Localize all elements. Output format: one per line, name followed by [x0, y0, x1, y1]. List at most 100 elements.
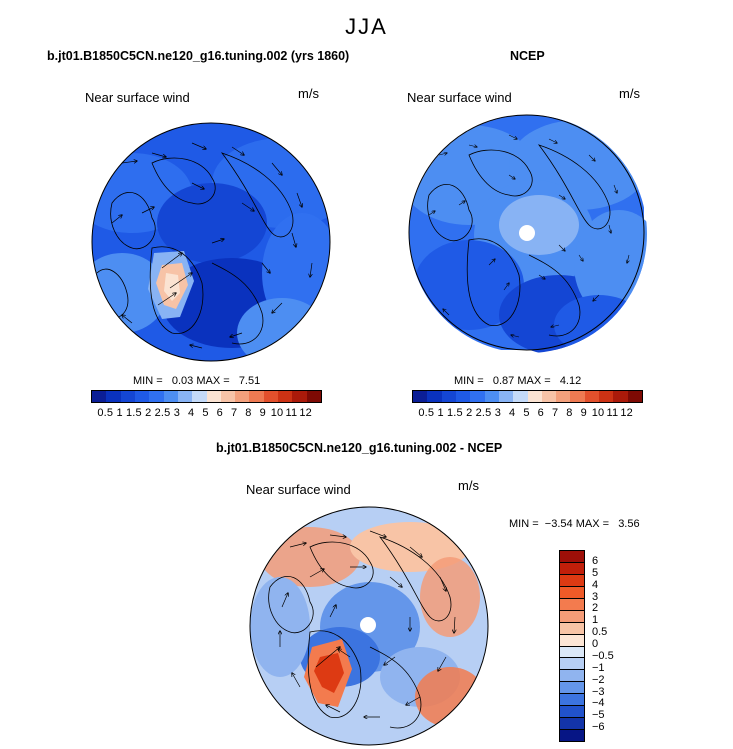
panel2-coastline: [427, 184, 473, 242]
panel1-colorbar-tick-label: 0.5: [97, 407, 114, 419]
panel1-colorbar-tick-label: 4: [188, 407, 195, 419]
panel3-colorbar-swatch: [560, 706, 584, 719]
panel1-colorbar-swatch: [134, 391, 150, 402]
panel3-wind-vectors: [280, 530, 455, 717]
panel1-colorbar-tick-label: 10: [270, 407, 284, 419]
panel3-colorbar-tick-label: 3: [592, 590, 599, 603]
panel2-colorbar-tick-label: 6: [537, 407, 544, 419]
panel2-colorbar-tick-label: 2.5: [475, 407, 492, 419]
panel1-colorbar-swatch: [278, 391, 293, 402]
panel1-colorbar-tick-label: 11: [285, 407, 298, 419]
panel2-colorbar-swatch: [498, 391, 514, 402]
panel3-colorbar-tick-label: −3: [592, 685, 605, 698]
panel2-units: m/s: [619, 86, 640, 101]
panel2-colorbar-swatch: [470, 391, 485, 402]
panel1-colorbar-tick-label: 2.5: [154, 407, 171, 419]
panel2-colorbar-tick-label: 5: [523, 407, 530, 419]
panel1-polar-map: [91, 122, 331, 362]
panel1-colorbar-swatch: [292, 391, 307, 402]
panel1-colorbar-tick-label: 5: [202, 407, 209, 419]
panel1-colorbar-swatch: [220, 391, 236, 402]
panel2-colorbar-tick-label: 8: [566, 407, 573, 419]
panel2-colorbar-labels: 0.5 1 1.5 2 2.5 3 4 5 6 7 8 9 10 11 12: [412, 407, 641, 420]
panel2-colorbar-tick-label: 1: [437, 407, 444, 419]
panel3-colorbar-swatch: [560, 551, 584, 563]
panel2-wind-vectors: [428, 134, 629, 337]
panel2-colorbar: [412, 390, 643, 403]
panel3-colorbar-tick-label: −4: [592, 697, 605, 710]
panel3-colorbar-swatch: [560, 610, 584, 623]
panel3-colorbar-tick-label: 0.5: [592, 626, 608, 639]
panel1-colorbar-swatch: [163, 391, 178, 402]
panel1-colorbar-tick-label: 8: [245, 407, 252, 419]
panel2-colorbar-tick-label: 2: [466, 407, 473, 419]
panel1-colorbar-swatch: [306, 391, 321, 402]
panel3-colorbar-swatch: [560, 586, 584, 599]
panel2-colorbar-tick-label: 10: [591, 407, 605, 419]
panel1-subtitle: Near surface wind: [85, 90, 190, 105]
panel2-colorbar-tick-label: 12: [620, 407, 634, 419]
panel2-colorbar-swatch: [584, 391, 600, 402]
panel3-colorbar-swatch: [560, 634, 584, 647]
panel3-colorbar-tick-label: −0.5: [592, 649, 614, 662]
panel2-min-max: MIN = 0.87 MAX = 4.12: [454, 375, 582, 387]
panel1-wind-vectors: [111, 142, 312, 349]
panel2-colorbar-tick-label: 11: [606, 407, 619, 419]
panel3-polar-map: [249, 506, 489, 746]
panel1-colorbar-tick-label: 12: [299, 407, 313, 419]
panel3-map-boundary: [249, 506, 489, 746]
panel1-colorbar-tick-label: 9: [259, 407, 266, 419]
panel1-colorbar-swatch: [120, 391, 135, 402]
panel2-subtitle: Near surface wind: [407, 90, 512, 105]
panel2-colorbar-swatch: [513, 391, 528, 402]
panel2-colorbar-tick-label: 4: [509, 407, 516, 419]
panel2-colorbar-swatch: [613, 391, 628, 402]
panel2-colorbar-tick-label: 9: [580, 407, 587, 419]
panel3-colorbar-tick-label: 1: [592, 614, 599, 627]
panel2-colorbar-swatch: [556, 391, 571, 402]
panel3-colorbar-swatch: [560, 622, 584, 635]
panel1-map-boundary: [91, 122, 331, 362]
panel3-colorbar-tick-label: −6: [592, 721, 605, 734]
panel1-colorbar-swatch: [192, 391, 207, 402]
panel1-colorbar-swatch: [249, 391, 264, 402]
panel3-colorbar-tick-label: 2: [592, 602, 599, 615]
panel3-colorbar-swatch: [560, 730, 584, 741]
panel3-units: m/s: [458, 478, 479, 493]
panel3-colorbar-swatch: [560, 682, 584, 695]
panel2-colorbar-tick-label: 3: [494, 407, 502, 419]
panel1-coastline: [110, 192, 156, 250]
panel2-colorbar-swatch: [441, 391, 456, 402]
panel1-colorbar-swatch: [106, 391, 121, 402]
panel3-colorbar-tick-label: −5: [592, 709, 605, 722]
season-title: JJA: [345, 14, 388, 39]
panel3-colorbar-tick-label: 5: [592, 566, 599, 579]
panel3-colorbar-swatch: [560, 646, 584, 659]
panel1-colorbar-tick-label: 1: [116, 407, 123, 419]
panel1-colorbar-tick-label: 7: [230, 407, 238, 419]
panel2-colorbar-swatch: [413, 391, 428, 402]
panel3-colorbar: [559, 550, 585, 742]
panel1-colorbar-swatch: [263, 391, 279, 402]
panel2-colorbar-swatch: [570, 391, 585, 402]
panel3-colorbar-tick-label: −2: [592, 673, 605, 686]
panel3-colorbar-tick-label: −1: [592, 661, 605, 674]
panel3-colorbar-swatch: [560, 670, 584, 683]
panel2-colorbar-swatch: [527, 391, 542, 402]
panel1-colorbar: [91, 390, 322, 403]
panel3-colorbar-swatch: [560, 598, 584, 611]
panel3-colorbar-tick-label: 0: [592, 638, 599, 650]
panel2-colorbar-swatch: [455, 391, 471, 402]
panel1-colorbar-swatch: [177, 391, 193, 402]
panel2-title: NCEP: [510, 49, 545, 63]
panel1-min-max: MIN = 0.03 MAX = 7.51: [133, 375, 261, 387]
panel2-map-boundary: [408, 114, 645, 351]
panel1-colorbar-swatch: [235, 391, 250, 402]
panel1-colorbar-swatch: [92, 391, 107, 402]
panel2-colorbar-swatch: [599, 391, 614, 402]
panel3-colorbar-swatch: [560, 562, 584, 575]
panel2-polar-map: [408, 114, 647, 353]
panel2-colorbar-tick-label: 7: [551, 407, 559, 419]
panel2-colorbar-swatch: [627, 391, 642, 402]
panel3-colorbar-tick-label: 4: [592, 578, 599, 591]
